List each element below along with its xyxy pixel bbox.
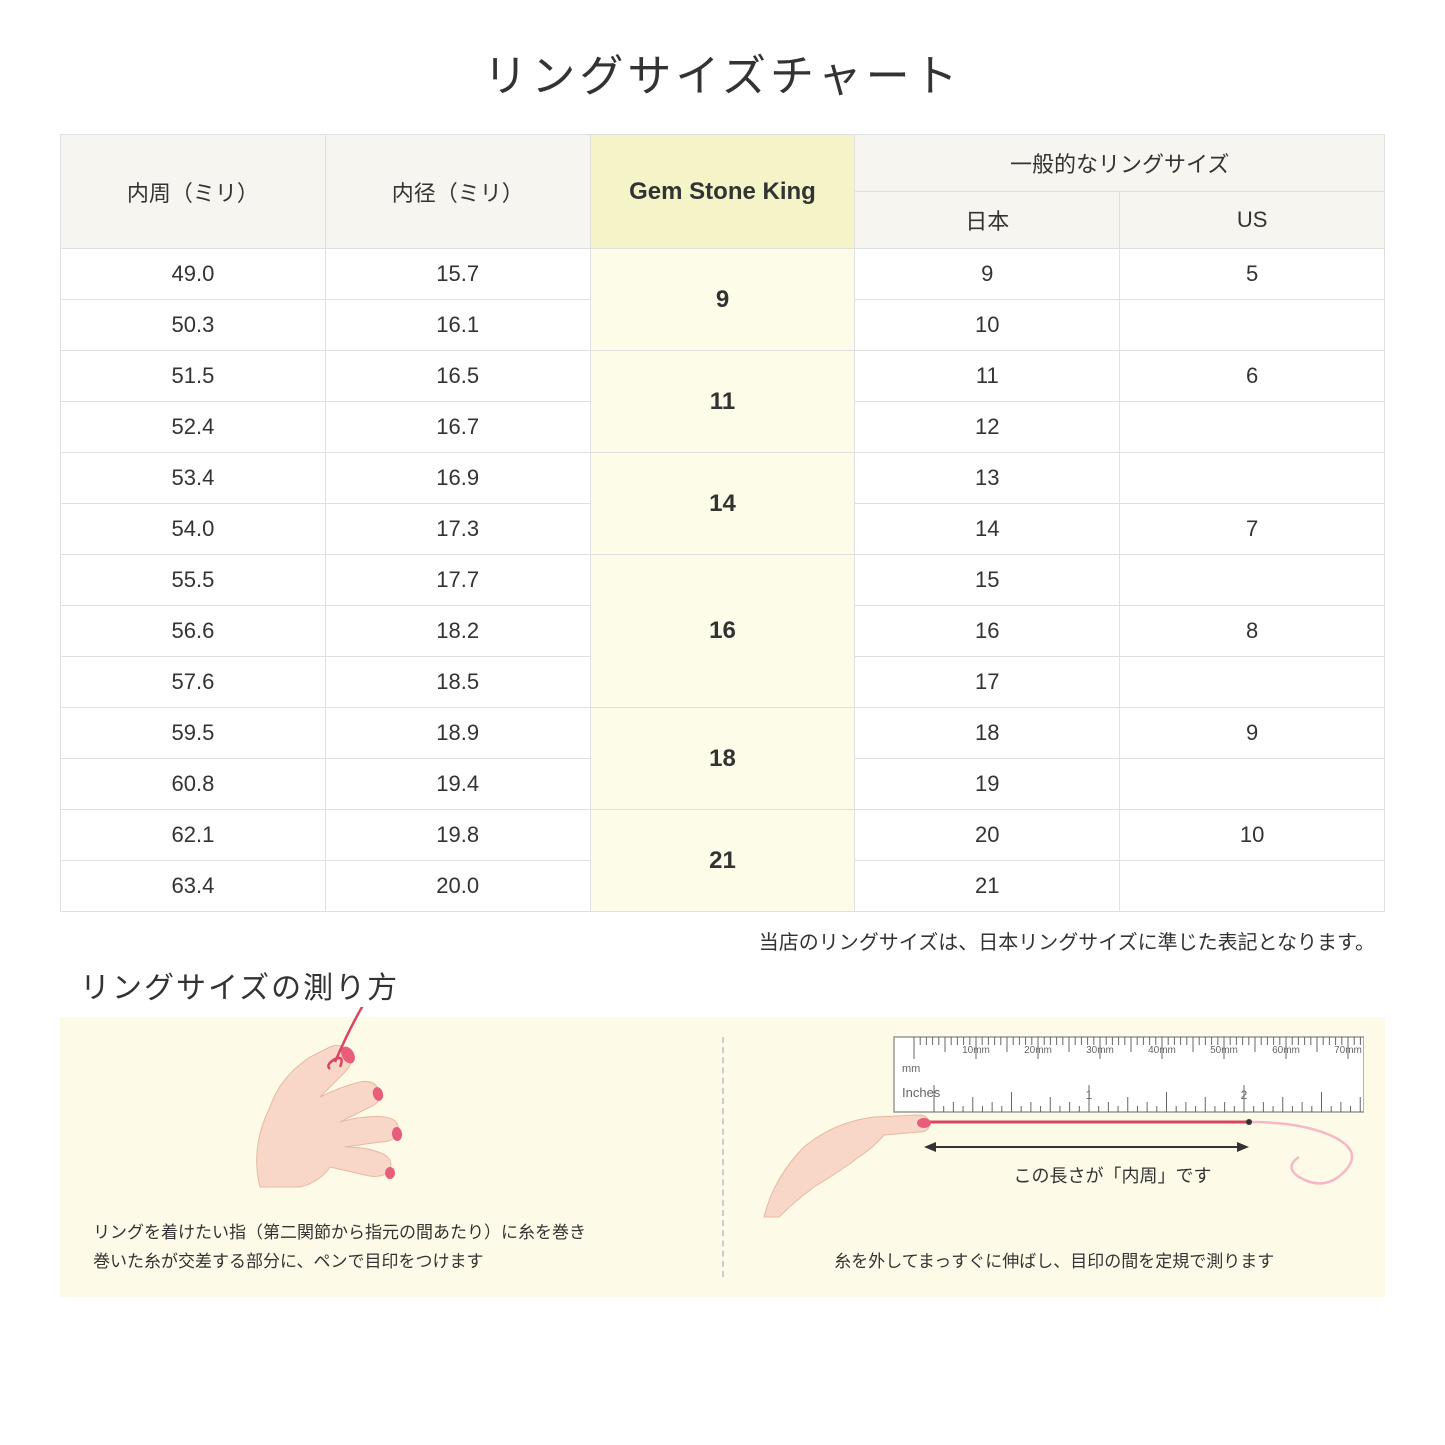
cell-circ: 53.4: [61, 453, 326, 504]
svg-text:60mm: 60mm: [1272, 1045, 1300, 1056]
howto-step-2: 10mm 20mm 30mm 40mm 50mm 60mm 70mm 1 2 mm Inches…: [724, 1017, 1386, 1297]
svg-text:40mm: 40mm: [1148, 1045, 1176, 1056]
cell-us: 9: [1120, 708, 1385, 759]
cell-diam: 16.7: [325, 402, 590, 453]
svg-text:10mm: 10mm: [962, 1045, 990, 1056]
table-row: 55.517.71615: [61, 555, 1385, 606]
cell-gsk: 16: [590, 555, 855, 708]
cell-circ: 55.5: [61, 555, 326, 606]
howto-caption-2: 糸を外してまっすぐに伸ばし、目印の間を定規で測ります: [757, 1248, 1352, 1277]
cell-us: [1120, 657, 1385, 708]
cell-jp: 16: [855, 606, 1120, 657]
cell-jp: 13: [855, 453, 1120, 504]
cell-us: 6: [1120, 351, 1385, 402]
ruler-illustration: 10mm 20mm 30mm 40mm 50mm 60mm 70mm 1 2 mm Inches: [744, 1017, 1364, 1237]
header-circumference: 内周（ミリ）: [61, 135, 326, 249]
table-row: 49.015.7995: [61, 249, 1385, 300]
cell-us: [1120, 453, 1385, 504]
svg-text:30mm: 30mm: [1086, 1045, 1114, 1056]
svg-text:50mm: 50mm: [1210, 1045, 1238, 1056]
cell-circ: 51.5: [61, 351, 326, 402]
cell-jp: 14: [855, 504, 1120, 555]
cell-us: [1120, 300, 1385, 351]
cell-jp: 21: [855, 861, 1120, 912]
cell-diam: 18.9: [325, 708, 590, 759]
cell-gsk: 18: [590, 708, 855, 810]
cell-circ: 56.6: [61, 606, 326, 657]
cell-diam: 19.8: [325, 810, 590, 861]
cell-circ: 60.8: [61, 759, 326, 810]
howto-title: リングサイズの測り方: [80, 963, 1385, 1007]
hand-wrap-illustration: [200, 1007, 550, 1207]
table-row: 51.516.511116: [61, 351, 1385, 402]
cell-gsk: 11: [590, 351, 855, 453]
svg-text:20mm: 20mm: [1024, 1045, 1052, 1056]
cell-circ: 52.4: [61, 402, 326, 453]
header-diameter: 内径（ミリ）: [325, 135, 590, 249]
cell-us: 7: [1120, 504, 1385, 555]
cell-diam: 17.7: [325, 555, 590, 606]
cell-circ: 62.1: [61, 810, 326, 861]
svg-text:70mm: 70mm: [1334, 1045, 1362, 1056]
cell-us: 10: [1120, 810, 1385, 861]
size-chart-table: 内周（ミリ） 内径（ミリ） Gem Stone King 一般的なリングサイズ …: [60, 134, 1385, 912]
header-general: 一般的なリングサイズ: [855, 135, 1385, 192]
cell-jp: 17: [855, 657, 1120, 708]
svg-text:2: 2: [1240, 1088, 1247, 1102]
table-row: 59.518.918189: [61, 708, 1385, 759]
howto-step-1: リングを着けたい指（第二関節から指元の間あたり）に糸を巻き巻いた糸が交差する部分…: [60, 1017, 722, 1297]
cell-circ: 57.6: [61, 657, 326, 708]
cell-diam: 16.9: [325, 453, 590, 504]
howto-section: リングを着けたい指（第二関節から指元の間あたり）に糸を巻き巻いた糸が交差する部分…: [60, 1017, 1385, 1297]
cell-circ: 50.3: [61, 300, 326, 351]
cell-diam: 15.7: [325, 249, 590, 300]
cell-jp: 18: [855, 708, 1120, 759]
cell-diam: 16.1: [325, 300, 590, 351]
cell-jp: 19: [855, 759, 1120, 810]
cell-us: [1120, 555, 1385, 606]
cell-circ: 49.0: [61, 249, 326, 300]
cell-us: [1120, 861, 1385, 912]
cell-jp: 15: [855, 555, 1120, 606]
cell-diam: 18.5: [325, 657, 590, 708]
table-note: 当店のリングサイズは、日本リングサイズに準じた表記となります。: [60, 926, 1385, 955]
cell-jp: 11: [855, 351, 1120, 402]
cell-us: 8: [1120, 606, 1385, 657]
page-title: リングサイズチャート: [60, 40, 1385, 104]
cell-gsk: 14: [590, 453, 855, 555]
svg-text:1: 1: [1085, 1088, 1092, 1102]
header-japan: 日本: [855, 192, 1120, 249]
table-row: 53.416.91413: [61, 453, 1385, 504]
cell-us: 5: [1120, 249, 1385, 300]
cell-gsk: 21: [590, 810, 855, 912]
cell-jp: 12: [855, 402, 1120, 453]
ruler-length-label: この長さが「内周」です: [1014, 1162, 1212, 1188]
cell-jp: 20: [855, 810, 1120, 861]
header-gsk: Gem Stone King: [590, 135, 855, 249]
cell-jp: 9: [855, 249, 1120, 300]
cell-diam: 18.2: [325, 606, 590, 657]
header-us: US: [1120, 192, 1385, 249]
cell-diam: 16.5: [325, 351, 590, 402]
cell-circ: 63.4: [61, 861, 326, 912]
cell-us: [1120, 402, 1385, 453]
cell-diam: 17.3: [325, 504, 590, 555]
cell-diam: 19.4: [325, 759, 590, 810]
table-row: 62.119.8212010: [61, 810, 1385, 861]
cell-jp: 10: [855, 300, 1120, 351]
cell-us: [1120, 759, 1385, 810]
cell-circ: 59.5: [61, 708, 326, 759]
howto-caption-1: リングを着けたい指（第二関節から指元の間あたり）に糸を巻き巻いた糸が交差する部分…: [93, 1219, 688, 1277]
svg-text:mm: mm: [902, 1063, 920, 1075]
svg-text:Inches: Inches: [902, 1085, 941, 1100]
cell-gsk: 9: [590, 249, 855, 351]
cell-circ: 54.0: [61, 504, 326, 555]
cell-diam: 20.0: [325, 861, 590, 912]
